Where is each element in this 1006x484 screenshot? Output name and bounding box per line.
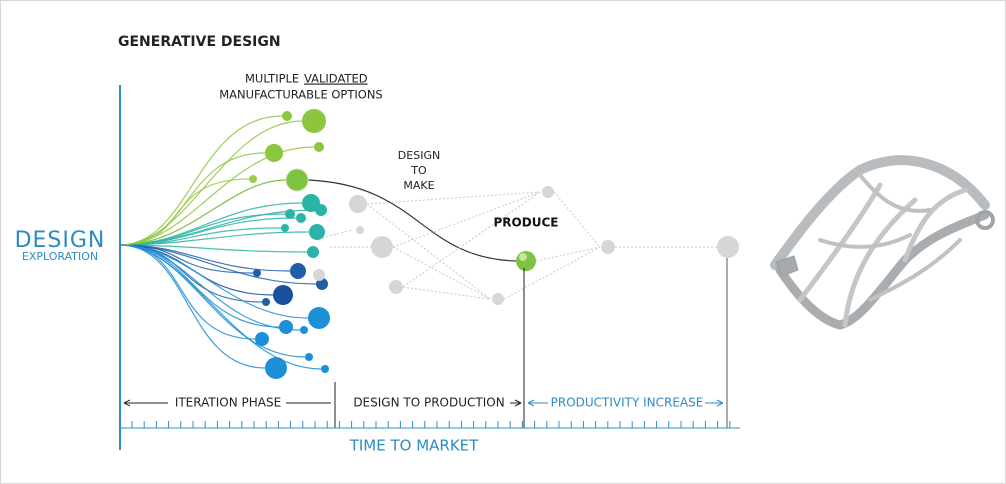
design-to-make-line: DESIGN [398, 149, 440, 162]
option-bubble [302, 194, 320, 212]
option-bubble [308, 307, 330, 329]
option-bubble [265, 144, 283, 162]
iteration-bubble [371, 236, 393, 258]
option-bubble [309, 224, 325, 240]
iteration-bubble [313, 269, 325, 281]
title: GENERATIVE DESIGN [118, 34, 281, 50]
iteration-bubble [389, 280, 403, 294]
arrowhead [514, 399, 522, 407]
iteration-link [366, 203, 491, 300]
option-bubble [296, 213, 306, 223]
option-bubble [285, 209, 295, 219]
link [119, 244, 301, 331]
iteration-bubble [349, 195, 367, 213]
design-path [307, 179, 517, 262]
iteration-link [366, 191, 541, 205]
selected-option [285, 168, 309, 192]
iteration-bubble [542, 186, 554, 198]
option-bubble [290, 263, 306, 279]
links [119, 115, 717, 370]
design-to-make-line: MAKE [403, 179, 434, 192]
link [119, 231, 310, 246]
option-bubble [279, 320, 293, 334]
arrow [527, 399, 724, 407]
option-bubble [321, 365, 329, 373]
option-bubble [265, 357, 287, 379]
link [119, 120, 303, 246]
phase-label: DESIGN TO PRODUCTION [353, 396, 504, 410]
iteration-link [321, 229, 353, 239]
timeline [120, 421, 740, 429]
bubbles [249, 109, 739, 379]
option-bubble [249, 175, 257, 183]
option-bubble [273, 285, 293, 305]
option-bubble [262, 298, 270, 306]
link [119, 244, 308, 253]
link [119, 179, 287, 246]
part-render [770, 155, 995, 330]
produce-label: PRODUCE [494, 216, 559, 230]
link [119, 244, 254, 274]
option-bubble [282, 111, 292, 121]
link [119, 244, 309, 319]
option-bubble [315, 204, 327, 216]
arrowhead [123, 399, 131, 407]
iteration-bubble [356, 226, 364, 234]
link [119, 115, 283, 246]
iteration-link [535, 246, 601, 262]
option-bubble [253, 269, 261, 277]
phase-label: PRODUCTIVITY INCREASE [551, 396, 704, 410]
iteration-link [402, 286, 491, 300]
phase-label: ITERATION PHASE [175, 396, 281, 410]
options-label-line2: MANUFACTURABLE OPTIONS [219, 88, 382, 102]
option-bubble [302, 109, 326, 133]
iteration-bubble [717, 236, 739, 258]
option-bubble [307, 246, 319, 258]
options-label-emphasis: VALIDATED [304, 72, 368, 86]
produce-bubble [516, 251, 536, 271]
produce-highlight [519, 253, 527, 261]
link [119, 244, 322, 370]
option-bubble [300, 326, 308, 334]
link [119, 244, 266, 369]
iteration-bubble [492, 293, 504, 305]
footer: TIME TO MARKET [349, 437, 479, 455]
axis-sub: EXPLORATION [22, 250, 98, 263]
axis-main: DESIGN [15, 228, 106, 253]
option-bubble [281, 224, 289, 232]
option-bubble [305, 353, 313, 361]
design-to-make-line: TO [410, 164, 427, 177]
iteration-bubble [601, 240, 615, 254]
option-bubble [255, 332, 269, 346]
option-bubble [314, 142, 324, 152]
options-label-prefix: MULTIPLE [245, 72, 299, 86]
